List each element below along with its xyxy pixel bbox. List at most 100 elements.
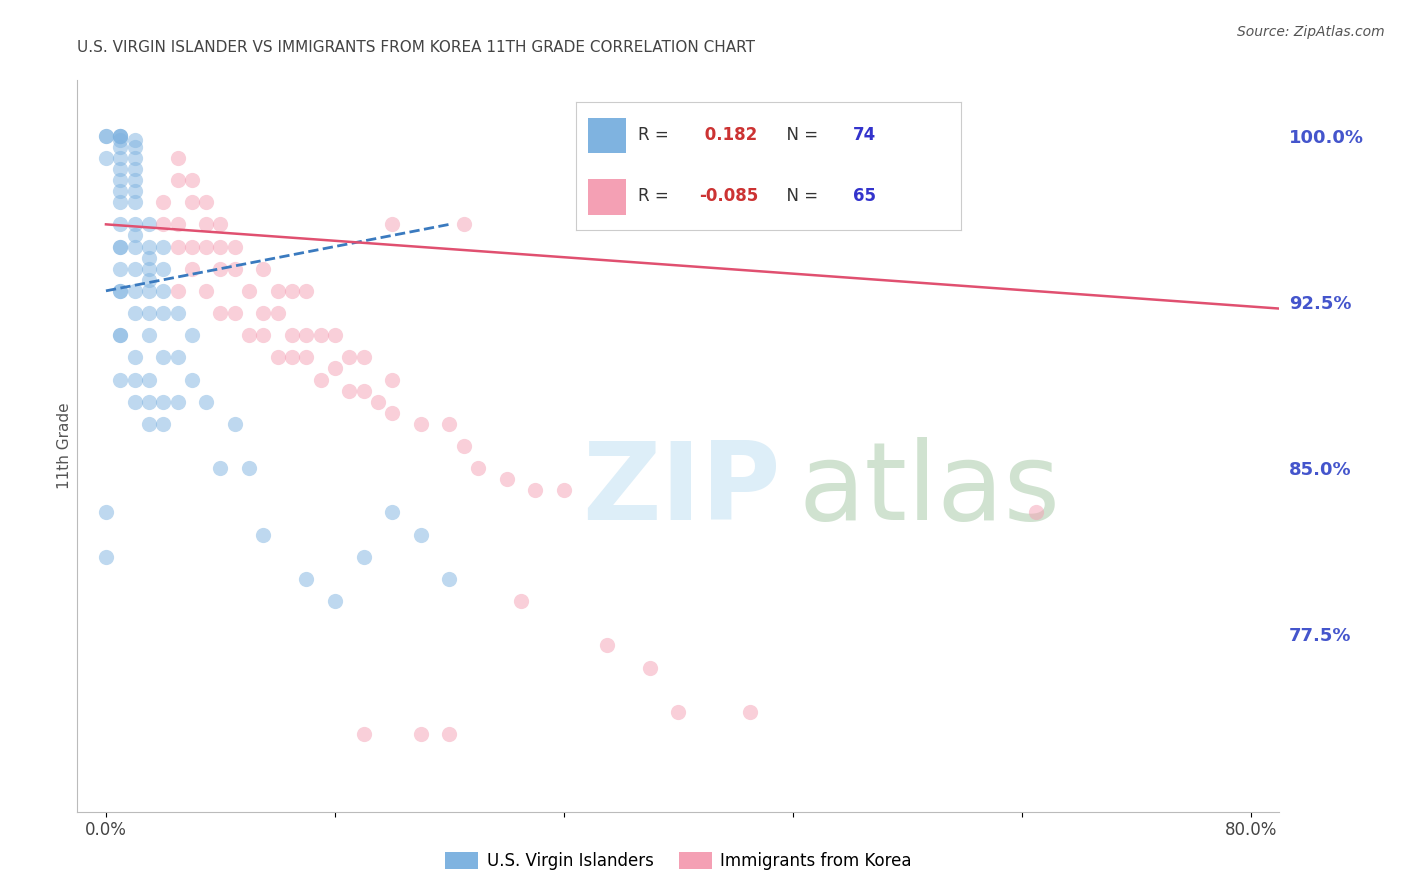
Point	[124, 133, 146, 147]
Point	[166, 151, 188, 165]
Point	[110, 261, 132, 276]
Point	[337, 384, 360, 398]
Point	[353, 549, 375, 564]
Point	[110, 173, 132, 187]
Point	[367, 394, 389, 409]
Text: ZIP: ZIP	[582, 437, 780, 543]
Point	[409, 727, 432, 741]
Point	[166, 351, 188, 365]
Point	[180, 239, 202, 253]
Point	[180, 173, 202, 187]
Point	[381, 506, 404, 520]
Point	[124, 195, 146, 210]
Point	[138, 417, 160, 431]
Point	[281, 328, 304, 343]
Y-axis label: 11th Grade: 11th Grade	[56, 402, 72, 490]
Point	[439, 727, 461, 741]
Point	[281, 351, 304, 365]
Point	[110, 161, 132, 176]
Point	[110, 151, 132, 165]
Point	[195, 284, 218, 298]
Point	[238, 284, 260, 298]
Point	[439, 417, 461, 431]
Point	[224, 239, 246, 253]
Point	[152, 417, 174, 431]
Point	[510, 594, 533, 608]
Point	[110, 133, 132, 147]
Point	[110, 328, 132, 343]
Point	[124, 184, 146, 198]
Point	[195, 218, 218, 232]
Point	[110, 128, 132, 143]
Point	[138, 273, 160, 287]
Point	[138, 261, 160, 276]
Point	[295, 572, 318, 586]
Point	[596, 639, 619, 653]
Point	[138, 328, 160, 343]
Point	[94, 128, 117, 143]
Point	[124, 261, 146, 276]
Point	[381, 372, 404, 386]
Point	[224, 261, 246, 276]
Point	[195, 394, 218, 409]
Point	[309, 328, 332, 343]
Point	[495, 472, 517, 486]
Point	[124, 372, 146, 386]
Text: Source: ZipAtlas.com: Source: ZipAtlas.com	[1237, 25, 1385, 39]
Point	[252, 527, 274, 541]
Point	[124, 284, 146, 298]
Point	[323, 361, 346, 376]
Point	[110, 140, 132, 154]
Point	[166, 173, 188, 187]
Point	[295, 328, 318, 343]
Point	[209, 239, 232, 253]
Point	[138, 239, 160, 253]
Point	[110, 239, 132, 253]
Point	[166, 239, 188, 253]
Point	[467, 461, 489, 475]
Point	[209, 218, 232, 232]
Point	[138, 394, 160, 409]
Point	[180, 372, 202, 386]
Point	[94, 549, 117, 564]
Text: atlas: atlas	[799, 437, 1060, 543]
Text: U.S. VIRGIN ISLANDER VS IMMIGRANTS FROM KOREA 11TH GRADE CORRELATION CHART: U.S. VIRGIN ISLANDER VS IMMIGRANTS FROM …	[77, 40, 755, 55]
Point	[439, 572, 461, 586]
Point	[638, 660, 661, 674]
Point	[110, 372, 132, 386]
Point	[353, 727, 375, 741]
Point	[152, 306, 174, 320]
Point	[94, 506, 117, 520]
Point	[124, 394, 146, 409]
Point	[381, 406, 404, 420]
Point	[1025, 506, 1047, 520]
Point	[110, 239, 132, 253]
Point	[267, 351, 290, 365]
Point	[180, 328, 202, 343]
Point	[110, 284, 132, 298]
Point	[124, 161, 146, 176]
Point	[166, 306, 188, 320]
Point	[152, 195, 174, 210]
Point	[267, 306, 290, 320]
Point	[453, 218, 475, 232]
Point	[238, 461, 260, 475]
Point	[110, 128, 132, 143]
Point	[668, 705, 690, 719]
Point	[381, 218, 404, 232]
Point	[309, 372, 332, 386]
Point	[252, 261, 274, 276]
Point	[453, 439, 475, 453]
Point	[323, 328, 346, 343]
Point	[224, 417, 246, 431]
Point	[138, 372, 160, 386]
Point	[152, 284, 174, 298]
Point	[124, 218, 146, 232]
Point	[94, 151, 117, 165]
Point	[252, 306, 274, 320]
Point	[409, 417, 432, 431]
Point	[110, 328, 132, 343]
Point	[295, 284, 318, 298]
Point	[409, 527, 432, 541]
Point	[337, 351, 360, 365]
